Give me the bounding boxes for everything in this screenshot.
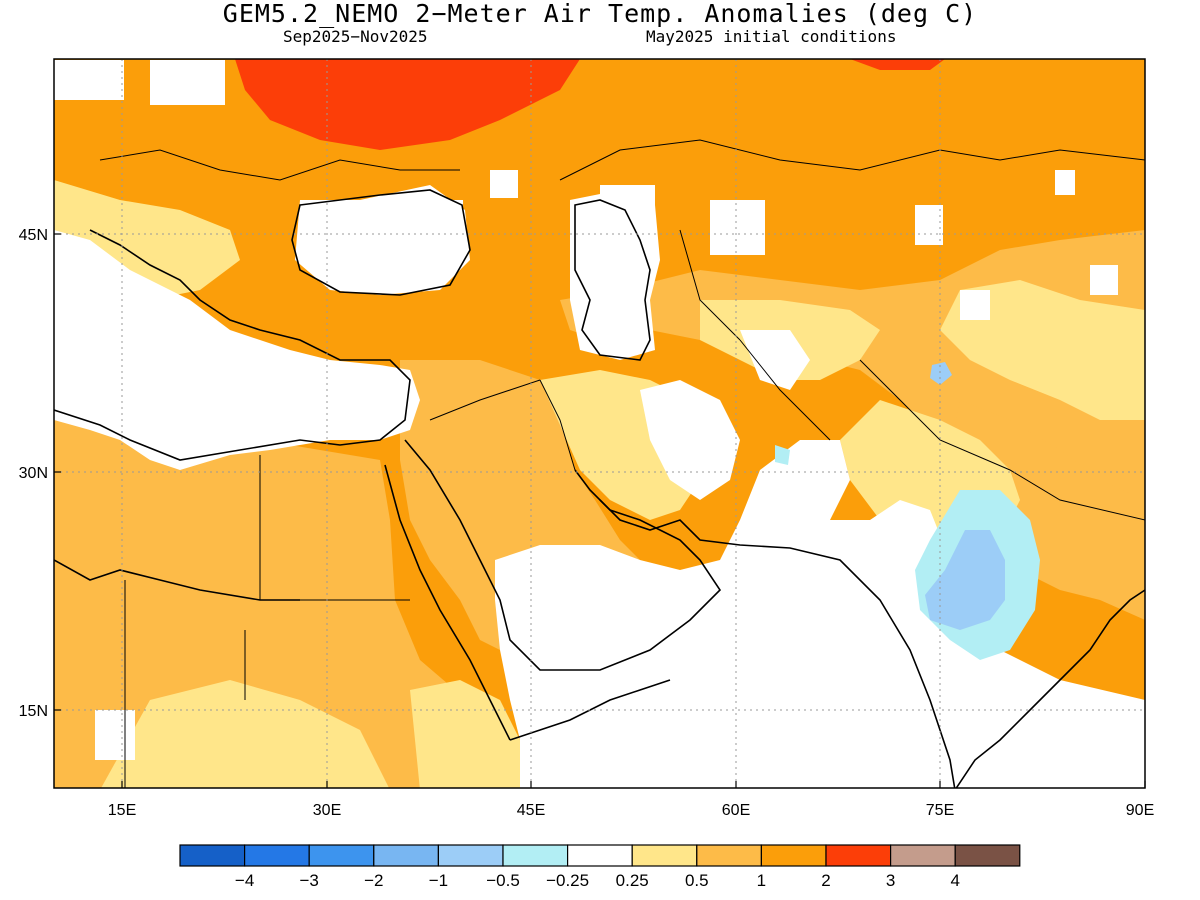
colorbar-label: 0.25: [616, 871, 649, 890]
anomaly-fields: [54, 59, 1145, 788]
field-anomaly-cool-spot: [775, 445, 790, 465]
lon-tick-30e: 30E: [313, 802, 341, 819]
forecast-period: Sep2025−Nov2025: [283, 27, 428, 46]
colorbar: −4 −3 −2 −1 −0.5 −0.25 0.25 0.5 1 2 3 4: [179, 844, 1021, 890]
colorbar-swatch: [760, 844, 827, 867]
lon-tick-labels: 15E 30E 45E 60E 75E 90E: [108, 802, 1154, 819]
field-anomaly-3-plus-east: [850, 59, 945, 70]
field-anomaly-cold-spot: [930, 362, 952, 385]
colorbar-swatch: [373, 844, 439, 867]
colorbar-swatch: [696, 844, 762, 867]
colorbar-label: 4: [950, 871, 959, 890]
lon-tick-75e: 75E: [926, 802, 954, 819]
lat-tick-15n: 15N: [19, 703, 48, 720]
lat-tick-labels: 45N 30N 15N: [19, 227, 48, 720]
map-title: GEM5.2_NEMO 2−Meter Air Temp. Anomalies …: [222, 0, 978, 28]
colorbar-swatch: [244, 844, 310, 867]
lat-tick-45n: 45N: [19, 227, 48, 244]
colorbar-label: 0.5: [685, 871, 709, 890]
field-anomaly-3-plus: [235, 59, 580, 150]
lon-tick-90e: 90E: [1126, 802, 1154, 819]
lat-tick-30n: 30N: [19, 465, 48, 482]
colorbar-label: 1: [757, 871, 766, 890]
map-frame: [53, 58, 1146, 789]
colorbar-swatch: [889, 844, 956, 867]
colorbar-swatch: [566, 844, 633, 867]
colorbar-swatch: [437, 844, 504, 867]
colorbar-label: −0.5: [486, 871, 520, 890]
graticule: [54, 59, 1145, 788]
lon-tick-45e: 45E: [517, 802, 545, 819]
borders: [99, 139, 1145, 788]
colorbar-label: 2: [821, 871, 830, 890]
colorbar-label: 3: [886, 871, 895, 890]
colorbar-label: −0.25: [546, 871, 589, 890]
colorbar-label: −4: [235, 871, 254, 890]
initial-conditions: May2025 initial conditions: [646, 27, 897, 46]
field-anomaly-neutral: [54, 60, 1145, 788]
colorbar-swatch: [308, 844, 375, 867]
field-anomaly-neg-05-1: [925, 530, 1005, 630]
axis-ticks: [54, 233, 1146, 788]
colorbar-swatch: [631, 844, 698, 867]
lon-tick-60e: 60E: [722, 802, 750, 819]
colorbar-label: −2: [364, 871, 383, 890]
colorbar-swatch: [954, 844, 1021, 867]
colorbar-label: −3: [300, 871, 319, 890]
colorbar-label: −1: [429, 871, 448, 890]
colorbar-swatch: [825, 844, 892, 867]
colorbar-swatch: [502, 844, 569, 867]
colorbar-swatch: [179, 844, 246, 867]
lon-tick-15e: 15E: [108, 802, 136, 819]
